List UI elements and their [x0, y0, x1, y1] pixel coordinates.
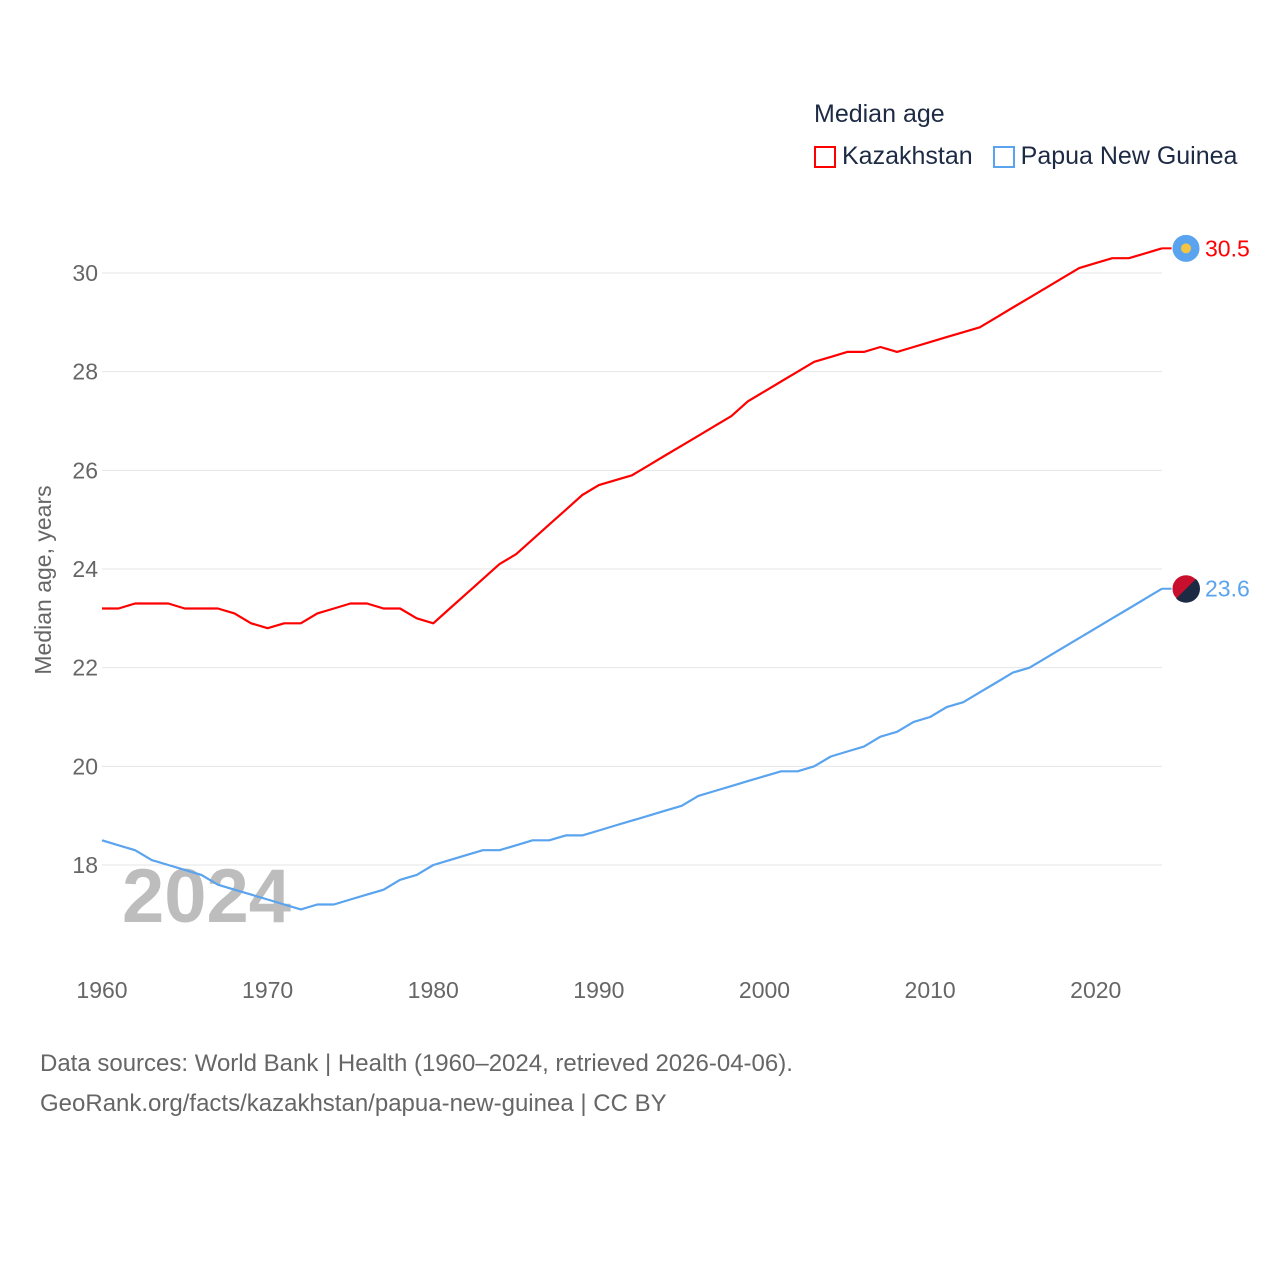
legend-label: Kazakhstan	[842, 142, 973, 170]
legend-swatch	[814, 145, 836, 168]
x-tick-label: 1960	[76, 977, 127, 1003]
flag-icon-half	[1176, 578, 1200, 603]
x-tick-label: 1970	[242, 977, 293, 1003]
year-watermark: 2024	[122, 854, 291, 939]
y-tick-label: 26	[72, 457, 98, 483]
legend-label: Papua New Guinea	[1020, 142, 1238, 170]
y-tick-label: 20	[72, 753, 98, 779]
legend-item-papua-new-guinea[interactable]: Papua New Guinea	[992, 142, 1238, 171]
data-sources: Data sources: World Bank | Health (1960–…	[40, 1050, 793, 1077]
y-tick-label: 18	[72, 852, 98, 878]
x-tick-label: 2010	[905, 977, 956, 1003]
end-value-label: 23.6	[1205, 576, 1250, 602]
x-tick-label: 1980	[408, 977, 459, 1003]
legend: Kazakhstan Papua New Guinea	[814, 142, 1237, 171]
end-value-label: 30.5	[1205, 235, 1250, 261]
series-line-kazakhstan	[102, 247, 1163, 630]
footer: Data sources: World Bank | Health (1960–…	[40, 1044, 793, 1124]
x-tick-label: 2000	[739, 977, 790, 1003]
y-tick-label: 30	[72, 260, 98, 286]
y-tick-label: 28	[72, 359, 98, 385]
x-tick-label: 2020	[1070, 977, 1121, 1003]
flag-icon-sun	[1181, 243, 1191, 254]
x-tick-label: 1990	[573, 977, 624, 1003]
source-link[interactable]: GeoRank.org/facts/kazakhstan/papua-new-g…	[40, 1090, 667, 1117]
y-tick-label: 22	[72, 655, 98, 681]
series-line-papua-new-guinea	[101, 587, 1163, 911]
legend-item-kazakhstan[interactable]: Kazakhstan	[814, 142, 973, 171]
legend-title: Median age	[814, 100, 945, 128]
y-axis-label: Median age, years	[30, 485, 56, 674]
y-tick-label: 24	[72, 556, 98, 582]
legend-swatch	[992, 145, 1015, 168]
